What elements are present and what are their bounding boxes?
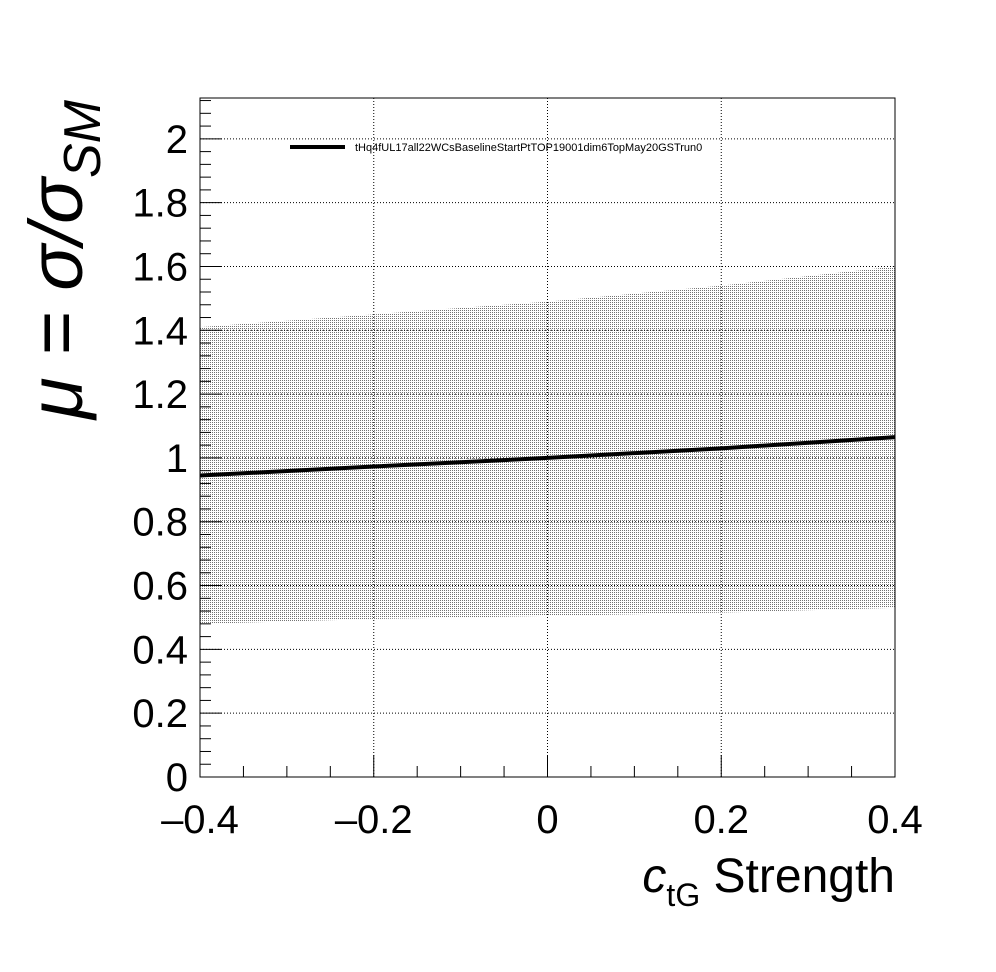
x-tick-label: 0 (536, 798, 558, 842)
y-axis-title-main: μ = σ/σ (14, 175, 99, 421)
legend: tHq4fUL17all22WCsBaselineStartPtTOP19001… (290, 142, 702, 154)
y-tick-label: 1.8 (132, 182, 188, 226)
series-line (199, 435, 896, 478)
x-axis-title-suffix: Strength (700, 850, 895, 903)
ticks-layer (199, 100, 896, 778)
y-tick-label: 1.4 (132, 309, 188, 353)
x-axis-title-symbol: c (642, 850, 666, 903)
x-tick-label: –0.4 (161, 798, 239, 842)
y-tick-label: 2 (166, 118, 188, 162)
x-tick-label: –0.2 (335, 798, 413, 842)
y-tick-label: 1.2 (132, 373, 188, 417)
y-tick-label: 0.8 (132, 501, 188, 545)
y-tick-label: 1 (166, 437, 188, 481)
y-tick-label: 1.6 (132, 245, 188, 289)
x-axis-title-subscript: tG (666, 877, 700, 913)
x-axis-title: ctG Strength (642, 850, 895, 913)
x-tick-label: 0.2 (693, 798, 749, 842)
y-axis-title-subscript: SM (54, 99, 112, 178)
uncertainty-band (200, 266, 895, 624)
legend-label: tHq4fUL17all22WCsBaselineStartPtTOP19001… (355, 142, 702, 154)
y-tick-label: 0.2 (132, 692, 188, 736)
y-tick-label: 0 (166, 756, 188, 800)
y-tick-label: 0.6 (132, 565, 188, 609)
x-tick-labels: –0.4 –0.2 0 0.2 0.4 (161, 798, 923, 842)
y-tick-label: 0.4 (132, 628, 188, 672)
y-axis-title: μ = σ/σSM (14, 99, 112, 421)
x-tick-label: 0.4 (867, 798, 923, 842)
y-tick-labels: 0 0.2 0.4 0.6 0.8 1 1.2 1.4 1.6 1.8 2 (132, 118, 188, 800)
